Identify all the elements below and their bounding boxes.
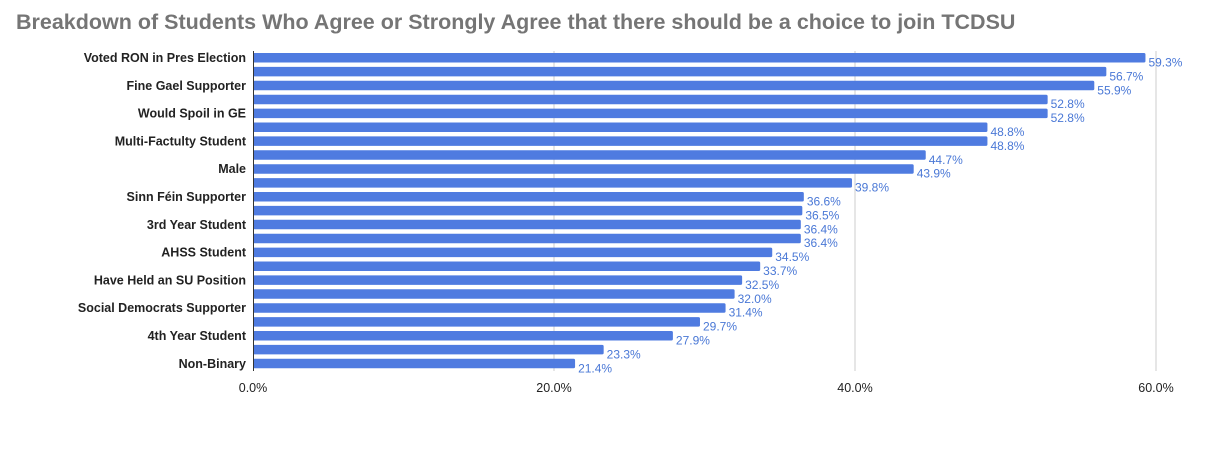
value-label: 52.8% (1051, 97, 1085, 111)
value-label: 21.4% (578, 361, 612, 375)
bar (253, 261, 761, 271)
category-labels: Voted RON in Pres Election Fine Gael Supp… (78, 51, 247, 371)
bar (253, 192, 804, 202)
bar (253, 275, 743, 285)
value-label: 48.8% (990, 125, 1024, 139)
bar (253, 205, 803, 216)
value-label: 44.7% (929, 153, 963, 167)
value-label: 29.7% (703, 320, 737, 334)
value-label: 55.9% (1097, 83, 1131, 97)
category-label: AHSS Student (161, 246, 247, 260)
bar (253, 94, 1048, 105)
bar (253, 178, 852, 188)
category-label: Non-Binary (179, 357, 246, 371)
x-tick-label: 0.0% (239, 381, 268, 395)
category-label: Would Spoil in GE (138, 107, 246, 121)
bar (253, 289, 735, 299)
bar (253, 331, 673, 341)
bar (253, 150, 926, 160)
value-label: 36.4% (804, 236, 838, 250)
category-label: 4th Year Student (148, 329, 247, 343)
bar (253, 53, 1146, 63)
value-labels: 59.3% 56.7%55.9% 52.8%52.8% 48.8%48.8% 44.7%… (578, 56, 1183, 376)
bars (253, 53, 1146, 369)
bar (253, 303, 726, 313)
x-tick-label: 60.0% (1138, 381, 1173, 395)
value-label: 43.9% (917, 167, 951, 181)
x-tick-labels: 0.0% 20.0% 40.0% 60.0% (239, 381, 1174, 395)
bar (253, 317, 700, 327)
value-label: 36.4% (804, 222, 838, 236)
category-label: Fine Gael Supporter (127, 79, 247, 93)
category-label: Male (218, 162, 246, 176)
category-label: 3rd Year Student (147, 218, 247, 232)
category-label: Sinn Féin Supporter (127, 190, 247, 204)
bar (253, 247, 773, 258)
bar (253, 136, 988, 146)
x-tick-label: 20.0% (536, 381, 571, 395)
bar (253, 108, 1048, 119)
value-label: 32.5% (745, 278, 779, 292)
value-label: 31.4% (729, 306, 763, 320)
value-label: 39.8% (855, 181, 889, 195)
value-label: 59.3% (1148, 56, 1182, 70)
bar (253, 66, 1107, 77)
x-tick-label: 40.0% (837, 381, 872, 395)
bar (253, 164, 914, 174)
value-label: 27.9% (676, 334, 710, 348)
value-label: 36.6% (807, 195, 841, 209)
value-label: 32.0% (738, 292, 772, 306)
bar (253, 344, 604, 355)
value-label: 56.7% (1109, 69, 1143, 83)
value-label: 23.3% (607, 347, 641, 361)
value-label: 33.7% (763, 264, 797, 278)
value-label: 34.5% (775, 250, 809, 264)
category-label: Multi-Factulty Student (115, 134, 247, 148)
value-label: 36.5% (805, 208, 839, 222)
category-label: Social Democrats Supporter (78, 301, 246, 315)
chart-title: Breakdown of Students Who Agree or Stron… (16, 10, 1016, 34)
bar (253, 219, 801, 230)
value-label: 52.8% (1051, 111, 1085, 125)
bar (253, 358, 576, 369)
bar (253, 233, 801, 244)
category-label: Have Held an SU Position (94, 273, 246, 287)
bar (253, 80, 1095, 91)
value-label: 48.8% (990, 139, 1024, 153)
bar (253, 122, 988, 132)
category-label: Voted RON in Pres Election (84, 51, 246, 65)
